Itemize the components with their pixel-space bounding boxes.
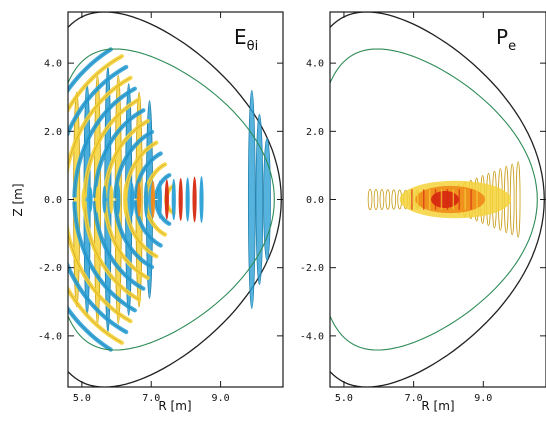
midplane-negative	[130, 182, 135, 217]
midplane-negative	[157, 180, 162, 219]
deposition-contour	[385, 189, 391, 210]
midplane-positive	[123, 183, 128, 216]
panel-e-theta: 5.0 7.0 9.0 -4.0 -2.0 0.0 2.0 4.0 R [m] Z [m] E…	[11, 11, 284, 413]
midplane-positive	[81, 187, 86, 212]
midplane-positive	[95, 186, 100, 213]
left-ticks: 5.0 7.0 9.0 -4.0 -2.0 0.0 2.0 4.0	[38, 12, 283, 404]
midplane-negative	[88, 186, 93, 213]
separatrix	[68, 48, 275, 351]
y-tick-label: 4.0	[44, 59, 62, 70]
wave-front-contour	[68, 265, 127, 333]
y-tick-label: -2.0	[300, 263, 324, 274]
y-tick-label: 2.0	[306, 127, 324, 138]
right-panel-label: Pe	[496, 25, 516, 54]
left-x-axis-label: R [m]	[158, 399, 191, 413]
panel-p-e: 5.0 7.0 9.0 -4.0 -2.0 0.0 2.0 4.0 R [m] Pe	[300, 11, 546, 413]
y-tick-label: -4.0	[38, 331, 62, 342]
midplane-positive	[150, 180, 156, 219]
x-tick-label: 5.0	[73, 393, 91, 404]
midplane-positive	[137, 182, 142, 217]
wave-front-contour	[68, 288, 123, 344]
deposition-contour	[367, 188, 373, 211]
positive-front	[73, 91, 81, 308]
midplane-negative	[171, 178, 176, 221]
x-tick-label: 5.0	[335, 393, 353, 404]
midplane-positive	[192, 176, 197, 223]
wave-front-contour	[74, 88, 135, 198]
wave-front-contour	[68, 77, 131, 168]
y-tick-label: 0.0	[44, 195, 62, 206]
wave-front-contour	[68, 66, 127, 134]
wave-front-contour	[94, 201, 144, 289]
deposition-contour	[379, 189, 385, 210]
midplane-positive	[164, 179, 169, 220]
right-plot-area	[330, 12, 545, 387]
wave-front-contour	[155, 174, 170, 200]
y-tick-label: 2.0	[44, 127, 62, 138]
wave-front-contour	[68, 55, 123, 111]
edge-negative-front	[247, 90, 256, 309]
midplane-positive	[109, 184, 114, 215]
outer-boundary	[68, 12, 282, 387]
midplane-negative	[116, 184, 121, 215]
left-panel-label: Eθi	[234, 25, 258, 54]
deposition-contour	[373, 188, 379, 211]
x-tick-label: 7.0	[142, 393, 160, 404]
midplane-negative	[199, 175, 204, 224]
left-plot-area	[68, 12, 282, 387]
wave-front-contour	[115, 200, 153, 268]
edge-negative-front	[263, 137, 271, 262]
midplane-negative	[185, 177, 190, 222]
wave-front-contour	[94, 110, 144, 198]
separatrix	[330, 48, 538, 351]
x-tick-label: 9.0	[212, 393, 230, 404]
wave-front-contour	[68, 231, 131, 322]
deposition-layer	[431, 190, 459, 209]
midplane-negative	[143, 181, 149, 218]
edge-negative-front	[255, 113, 264, 286]
y-tick-label: -4.0	[300, 331, 324, 342]
midplane-negative	[102, 185, 107, 214]
left-y-axis-label: Z [m]	[11, 183, 25, 216]
wave-front-contour	[74, 201, 135, 311]
midplane-positive	[178, 178, 183, 221]
wave-front-contour	[68, 308, 111, 350]
x-tick-label: 9.0	[474, 393, 492, 404]
y-tick-label: 4.0	[306, 59, 324, 70]
y-tick-label: 0.0	[306, 195, 324, 206]
deposition-contour	[391, 189, 397, 210]
wave-front-contour	[68, 49, 111, 91]
right-x-axis-label: R [m]	[421, 399, 454, 413]
outer-boundary	[330, 12, 545, 387]
wave-front-contour	[135, 153, 161, 199]
y-tick-label: -2.0	[38, 263, 62, 274]
wave-front-contour	[135, 200, 161, 246]
deposition-contour	[515, 161, 521, 238]
wave-front-contour	[115, 131, 153, 199]
x-tick-label: 7.0	[405, 393, 423, 404]
right-ticks: 5.0 7.0 9.0 -4.0 -2.0 0.0 2.0 4.0	[300, 12, 546, 404]
wave-front-contour	[155, 199, 170, 225]
